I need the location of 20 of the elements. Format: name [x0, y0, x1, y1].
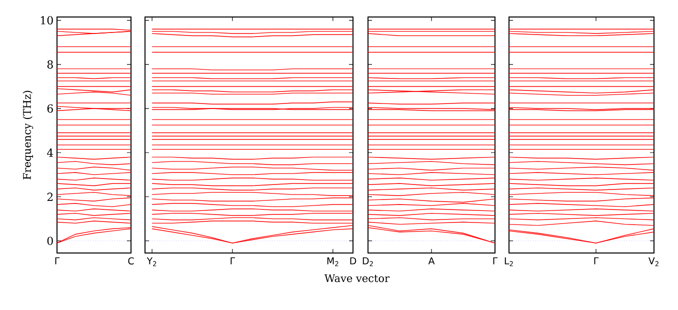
y-tick-label: 4	[46, 148, 54, 157]
x-tick-label: Γ	[594, 257, 599, 264]
x-tick-label: A	[428, 257, 435, 264]
x-tick-label: Y$_{2}$	[146, 257, 156, 266]
y-tick-label: 8	[47, 60, 53, 69]
x-tick-label: V$_{2}$	[648, 257, 658, 266]
y-tick-label: 10	[40, 16, 53, 24]
x-axis-title: Wave vector	[324, 274, 390, 282]
y-tick-label: 6	[47, 104, 53, 113]
x-tick-label: C	[128, 257, 134, 265]
x-tick-label: L$_{2}$	[504, 257, 513, 266]
x-tick-label: Γ	[55, 257, 60, 264]
y-tick-label: 0	[47, 236, 53, 246]
x-tick-label: Γ	[493, 257, 498, 264]
y-tick-label: 2	[47, 192, 53, 201]
x-tick-label: Γ	[230, 257, 236, 264]
y-axis-title: Frequency (THz)	[22, 90, 34, 180]
x-tick-label: D$_{2}$	[362, 257, 373, 266]
x-tick-label: D	[350, 257, 356, 264]
x-tick-label: M$_{2}$	[327, 257, 338, 266]
